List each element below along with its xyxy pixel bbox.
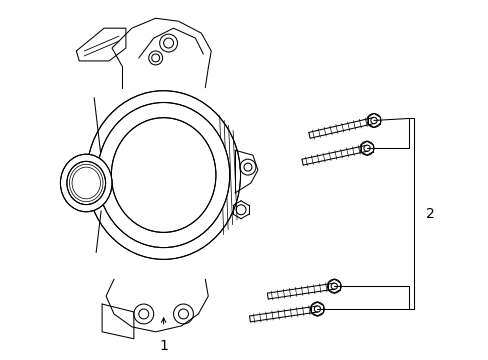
Circle shape xyxy=(240,159,255,175)
Ellipse shape xyxy=(86,91,240,260)
Circle shape xyxy=(310,302,324,316)
Circle shape xyxy=(173,304,193,324)
Circle shape xyxy=(160,34,177,52)
Circle shape xyxy=(148,51,163,65)
Circle shape xyxy=(134,304,153,324)
Ellipse shape xyxy=(61,154,112,212)
Ellipse shape xyxy=(67,161,105,204)
Circle shape xyxy=(326,279,341,293)
Ellipse shape xyxy=(111,118,216,233)
Circle shape xyxy=(366,113,380,127)
Circle shape xyxy=(236,205,245,215)
Text: 2: 2 xyxy=(425,207,433,221)
Circle shape xyxy=(359,141,373,155)
Ellipse shape xyxy=(97,103,229,248)
Text: 1: 1 xyxy=(159,339,168,353)
